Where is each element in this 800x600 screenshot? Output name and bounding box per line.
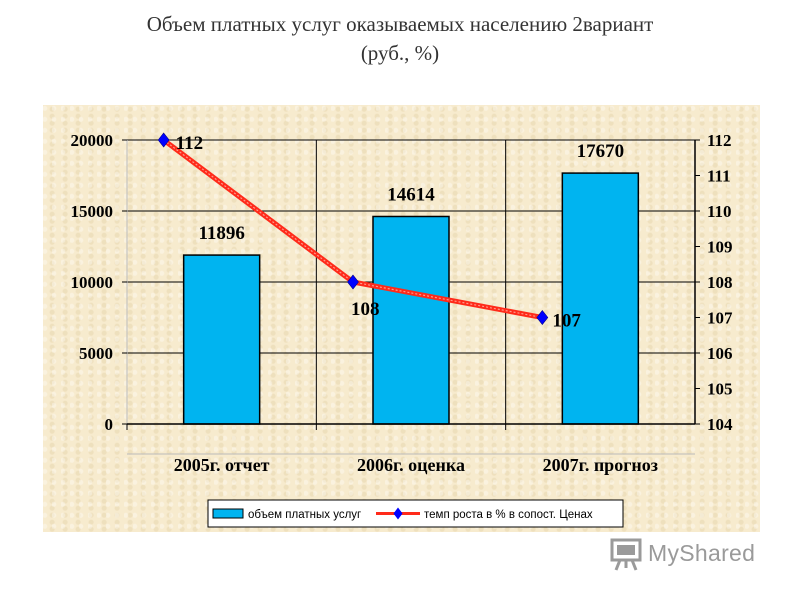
chart-panel: 0 5000 10000 15000 20000 104 105 106 107 108 109 11… [43,105,760,532]
right-tick-label: 107 [707,309,733,328]
bar [561,172,640,425]
axes: 0 5000 10000 15000 20000 104 105 106 107 108 109 11… [71,131,734,475]
legend-marker-swatch [393,507,403,520]
left-tick-label: 20000 [71,131,114,150]
myshared-watermark: MyShared [606,536,766,572]
growth-rate-marker [536,310,549,325]
legend-label-growth: темп роста в % в сопост. Ценах [424,509,593,521]
chart-title: Объем платных услуг оказываемых населени… [0,10,800,68]
category-label: 2007г. прогноз [543,455,658,475]
category-label: 2005г. отчет [174,455,270,475]
combo-chart: 0 5000 10000 15000 20000 104 105 106 107 108 109 11… [71,131,734,528]
left-tick-label: 10000 [71,273,114,292]
presentation-logo-icon [610,538,642,571]
left-tick-label: 15000 [71,202,114,221]
left-tick-label: 5000 [79,344,113,363]
legend-bar-swatch [212,508,244,519]
growth-line [157,132,549,325]
bar-value-label: 17670 [577,141,625,162]
growth-value-label: 107 [552,311,581,332]
bar [372,215,450,425]
growth-rate-marker [157,132,170,148]
right-tick-label: 105 [707,380,733,399]
right-tick-label: 112 [707,131,732,150]
title-line-2: (руб., %) [360,41,440,65]
watermark-text: MyShared [648,540,756,566]
title-line-1: Объем платных услуг оказываемых населени… [146,12,654,36]
right-tick-label: 106 [707,344,733,363]
right-tick-label: 104 [707,415,733,434]
legend-label-volume: объем платных услуг [248,509,361,521]
right-tick-label: 108 [707,273,733,292]
bar-value-label: 14614 [387,184,435,205]
category-label: 2006г. оценка [357,455,465,475]
right-tick-label: 111 [707,167,731,186]
right-tick-label: 109 [707,238,733,257]
growth-value-label: 108 [351,299,380,320]
bars [182,172,640,425]
growth-rate-marker [347,274,359,290]
right-tick-label: 110 [707,202,732,221]
bar-value-label: 11896 [198,223,244,244]
legend: объем платных услуг темп роста в % в сопо… [207,499,624,528]
data-labels: 11896 14614 17670 112 108 107 [176,133,624,332]
left-tick-label: 0 [105,415,114,434]
bar [182,254,261,425]
growth-value-label: 112 [176,133,203,154]
